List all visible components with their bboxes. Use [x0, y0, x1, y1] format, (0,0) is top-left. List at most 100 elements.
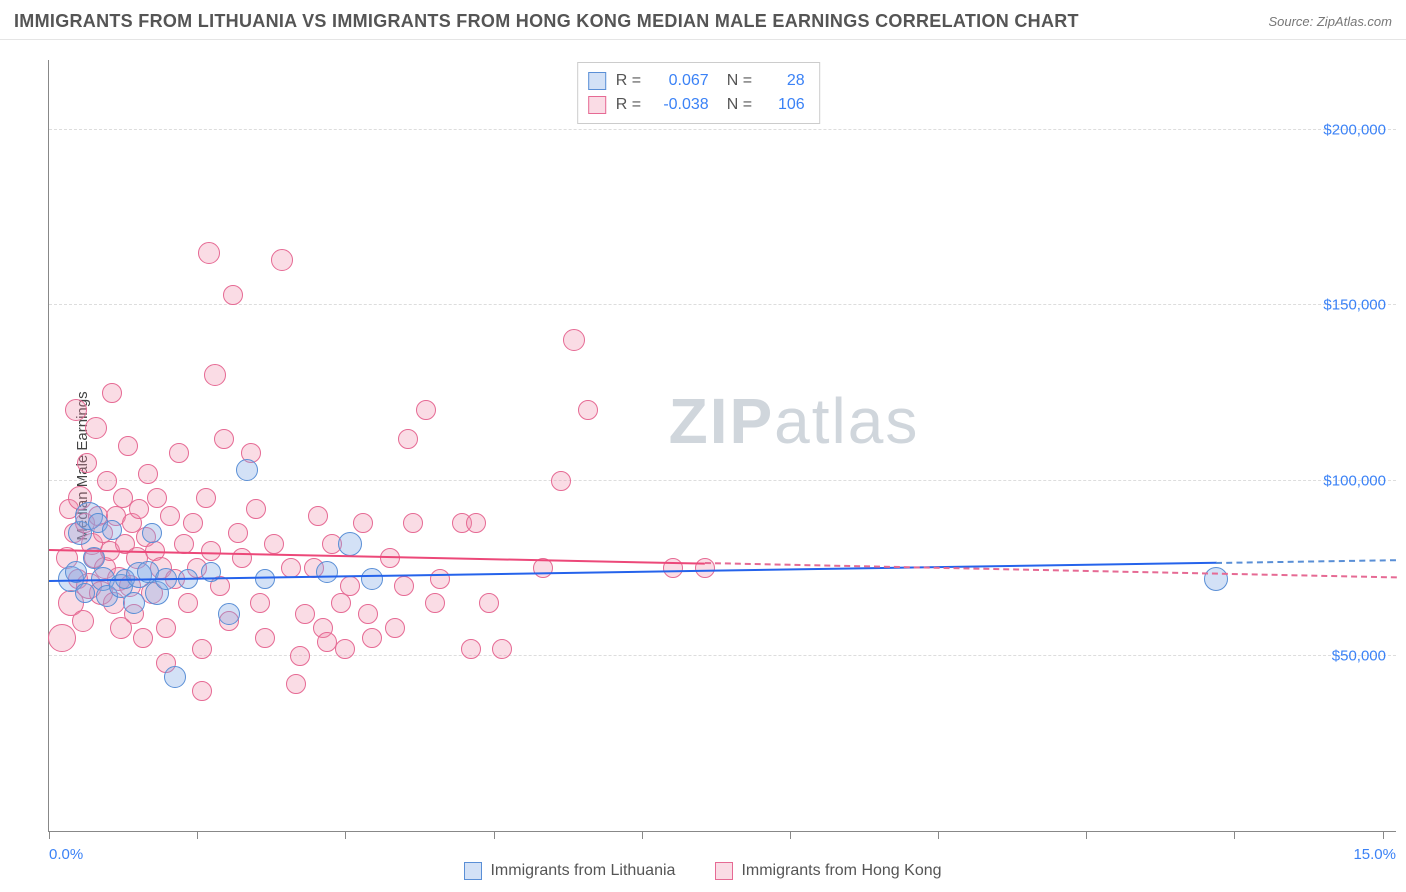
n-label: N =: [727, 69, 755, 93]
x-tick-label: 15.0%: [1353, 846, 1396, 863]
data-point-hongkong: [286, 674, 306, 694]
data-point-lithuania: [236, 459, 258, 481]
data-point-hongkong: [425, 593, 445, 613]
data-point-lithuania: [75, 583, 95, 603]
data-point-hongkong: [102, 383, 122, 403]
data-point-hongkong: [85, 417, 107, 439]
chart-header: IMMIGRANTS FROM LITHUANIA VS IMMIGRANTS …: [0, 0, 1406, 40]
data-point-lithuania: [218, 603, 240, 625]
stats-box: R =0.067N =28R =-0.038N =106: [577, 62, 820, 124]
data-point-hongkong: [48, 624, 76, 652]
data-point-hongkong: [290, 646, 310, 666]
data-point-hongkong: [308, 506, 328, 526]
data-point-lithuania: [1204, 567, 1228, 591]
data-point-hongkong: [232, 548, 252, 568]
data-point-hongkong: [578, 400, 598, 420]
plot-area: ZIPatlas $50,000 $100,000 $150,000 $200,000…: [48, 60, 1396, 832]
data-point-lithuania: [316, 561, 338, 583]
data-point-hongkong: [178, 593, 198, 613]
data-point-lithuania: [102, 520, 122, 540]
data-point-hongkong: [72, 610, 94, 632]
gridline: [49, 655, 1396, 656]
x-tick: [49, 831, 50, 839]
gridline: [49, 304, 1396, 305]
data-point-hongkong: [201, 541, 221, 561]
data-point-hongkong: [214, 429, 234, 449]
swatch-hongkong: [715, 862, 733, 880]
trend-dash-lithuania: [1216, 559, 1396, 564]
trend-line-lithuania: [49, 562, 1216, 582]
data-point-hongkong: [466, 513, 486, 533]
n-label: N =: [727, 93, 755, 117]
data-point-hongkong: [403, 513, 423, 533]
data-point-hongkong: [398, 429, 418, 449]
gridline: [49, 129, 1396, 130]
legend-bottom: Immigrants from Lithuania Immigrants fro…: [0, 862, 1406, 880]
data-point-hongkong: [335, 639, 355, 659]
x-tick: [642, 831, 643, 839]
stats-row-hongkong: R = -0.038 N = 106: [588, 93, 805, 117]
data-point-hongkong: [295, 604, 315, 624]
y-tick-label: $100,000: [1323, 472, 1386, 489]
data-point-hongkong: [430, 569, 450, 589]
data-point-lithuania: [142, 523, 162, 543]
legend-item-hongkong: Immigrants from Hong Kong: [715, 862, 941, 880]
watermark: ZIPatlas: [669, 384, 920, 458]
x-tick: [1383, 831, 1384, 839]
data-point-hongkong: [147, 488, 167, 508]
y-tick-label: $200,000: [1323, 122, 1386, 139]
x-tick: [197, 831, 198, 839]
data-point-hongkong: [358, 604, 378, 624]
data-point-hongkong: [192, 639, 212, 659]
data-point-hongkong: [492, 639, 512, 659]
data-point-hongkong: [479, 593, 499, 613]
stats-swatch-hongkong: [588, 96, 606, 114]
data-point-hongkong: [255, 628, 275, 648]
data-point-hongkong: [362, 628, 382, 648]
data-point-hongkong: [204, 364, 226, 386]
data-point-hongkong: [394, 576, 414, 596]
data-point-hongkong: [271, 249, 293, 271]
y-tick-label: $50,000: [1332, 647, 1386, 664]
stats-row-lithuania: R =0.067N =28: [588, 69, 805, 93]
data-point-hongkong: [461, 639, 481, 659]
swatch-lithuania: [464, 862, 482, 880]
r-label: R =: [616, 93, 644, 117]
data-point-hongkong: [174, 534, 194, 554]
stats-swatch-lithuania: [588, 72, 606, 90]
data-point-hongkong: [169, 443, 189, 463]
r-value-lithuania: 0.067: [654, 69, 709, 93]
x-tick: [1234, 831, 1235, 839]
data-point-hongkong: [551, 471, 571, 491]
x-tick: [345, 831, 346, 839]
data-point-lithuania: [338, 532, 362, 556]
data-point-lithuania: [123, 592, 145, 614]
data-point-hongkong: [77, 453, 97, 473]
data-point-hongkong: [223, 285, 243, 305]
data-point-hongkong: [196, 488, 216, 508]
data-point-lithuania: [164, 666, 186, 688]
x-tick: [494, 831, 495, 839]
data-point-hongkong: [228, 523, 248, 543]
x-tick: [1086, 831, 1087, 839]
legend-item-lithuania: Immigrants from Lithuania: [464, 862, 675, 880]
data-point-hongkong: [198, 242, 220, 264]
data-point-hongkong: [133, 628, 153, 648]
data-point-hongkong: [183, 513, 203, 533]
x-tick-label: 0.0%: [49, 846, 83, 863]
source-attribution: Source: ZipAtlas.com: [1268, 14, 1392, 29]
data-point-hongkong: [331, 593, 351, 613]
data-point-hongkong: [416, 400, 436, 420]
plot-container: Median Male Earnings ZIPatlas $50,000$10…: [0, 40, 1406, 892]
data-point-hongkong: [340, 576, 360, 596]
data-point-hongkong: [353, 513, 373, 533]
data-point-hongkong: [385, 618, 405, 638]
n-value-hongkong: 106: [765, 93, 805, 117]
data-point-hongkong: [156, 618, 176, 638]
data-point-lithuania: [361, 568, 383, 590]
y-tick-label: $150,000: [1323, 297, 1386, 314]
data-point-hongkong: [160, 506, 180, 526]
data-point-hongkong: [250, 593, 270, 613]
r-value-hongkong: -0.038: [654, 93, 709, 117]
data-point-hongkong: [129, 499, 149, 519]
